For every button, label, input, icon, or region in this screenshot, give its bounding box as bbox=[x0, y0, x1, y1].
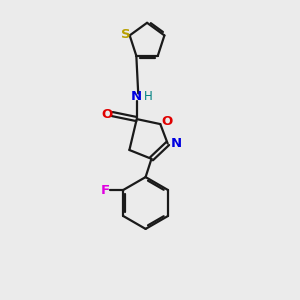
Text: O: O bbox=[102, 108, 113, 121]
Text: H: H bbox=[144, 91, 152, 103]
Text: N: N bbox=[131, 91, 142, 103]
Text: F: F bbox=[101, 184, 110, 196]
Text: N: N bbox=[170, 137, 182, 150]
Text: O: O bbox=[161, 115, 172, 128]
Text: S: S bbox=[121, 28, 131, 41]
